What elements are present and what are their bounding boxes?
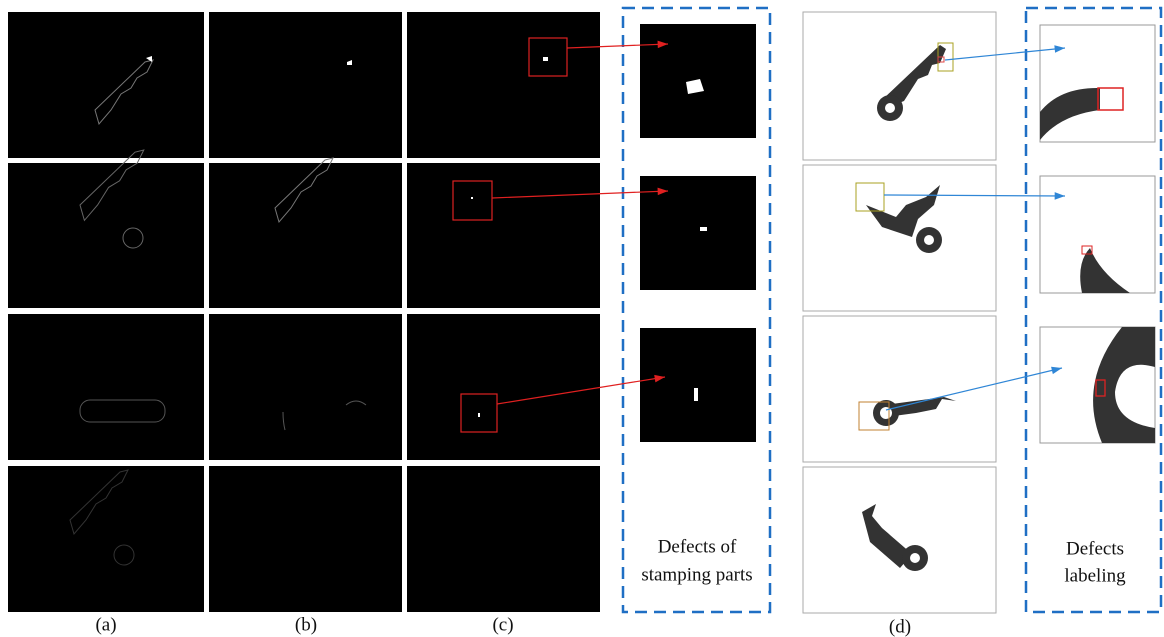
part-hole: [885, 103, 895, 113]
image-panel: [8, 12, 204, 158]
image-panel: [407, 163, 600, 308]
image-panel: [803, 165, 996, 311]
defect-blob: [478, 413, 480, 417]
panel-label: (d): [889, 616, 911, 637]
image-panel: [209, 12, 402, 158]
image-panel: [803, 316, 996, 462]
caption: labeling: [1064, 565, 1126, 586]
image-panel: [209, 163, 402, 308]
defect-blob: [543, 57, 548, 61]
caption: Defects: [1066, 538, 1124, 559]
part-hole: [910, 553, 920, 563]
zoom-panel: [1040, 25, 1155, 142]
caption: Defects of: [658, 536, 737, 557]
defect-blob: [471, 197, 473, 199]
image-panel: [803, 467, 996, 613]
image-panel: [8, 466, 204, 612]
image-panel: [209, 466, 402, 612]
defect-blob: [700, 227, 707, 231]
caption: stamping parts: [641, 564, 752, 585]
panel-label: (a): [95, 614, 116, 635]
zoom-panel: [640, 176, 756, 290]
image-panel: [407, 466, 600, 612]
image-panel: [407, 12, 600, 158]
image-panel: [8, 163, 204, 308]
image-panel: [8, 314, 204, 460]
part-hole: [924, 235, 934, 245]
panel-label: (c): [492, 614, 513, 635]
figure: (a) (b) (c) (d) Defects of stamping parts Defe…: [0, 0, 1164, 637]
image-panel: [209, 314, 402, 460]
zoom-panel: [640, 328, 756, 442]
image-panel: [407, 314, 600, 460]
panel-label: (b): [295, 614, 317, 635]
defect-blob: [694, 388, 698, 401]
